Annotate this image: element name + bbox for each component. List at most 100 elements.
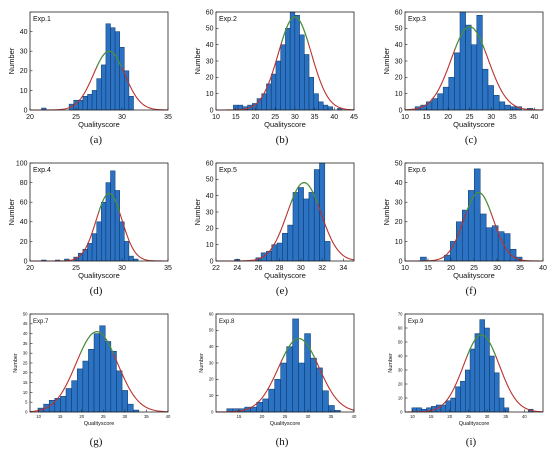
x-axis-label: Qualityscore: [84, 421, 115, 427]
x-tick-label: 30: [306, 414, 311, 419]
chart-panel-5: 22 24 26 28 30 32 34 0 10 20 30 40 50 60 Qualityscore N…: [193, 160, 355, 297]
y-tick-label: 10: [209, 393, 214, 398]
chart-panel-3: 10 15 20 25 30 35 400102030405060QualityscoreN…: [382, 9, 544, 146]
experiment-label: Exp.8: [219, 319, 235, 325]
y-axis-label: Number: [382, 198, 391, 225]
y-axis-label: Number: [7, 198, 16, 225]
x-tick-label: 40: [539, 265, 547, 272]
y-tick-label: 0: [399, 258, 403, 265]
y-tick-label: 50: [398, 339, 403, 344]
histogram-bar: [479, 319, 485, 413]
experiment-label: Exp.1: [33, 16, 51, 23]
x-axis-label: Qualityscore: [459, 421, 490, 427]
y-axis-label: Number: [388, 353, 394, 373]
histogram-bar: [322, 390, 329, 413]
experiment-label: Exp.6: [408, 167, 426, 174]
panel-label: (i): [466, 436, 477, 448]
histogram-bar: [308, 192, 315, 262]
x-tick-label: 20: [260, 414, 265, 419]
histogram-bar: [87, 94, 93, 111]
axes-box: [404, 313, 544, 413]
y-tick-label: 70: [398, 311, 403, 316]
y-tick-label: 50: [209, 328, 214, 333]
histogram-bar: [65, 388, 72, 413]
histogram-bar: [470, 44, 478, 111]
histogram-bar: [128, 96, 134, 111]
y-tick-label: 50: [395, 26, 403, 33]
histogram-bar: [110, 27, 116, 111]
histogram-bar: [298, 187, 304, 262]
y-tick-label: 30: [209, 360, 214, 365]
histogram-bar: [487, 85, 494, 111]
x-tick-label: 35: [144, 414, 149, 419]
histogram-bar: [266, 250, 272, 262]
histogram-bar: [119, 221, 125, 262]
histogram-bar: [299, 34, 305, 111]
histogram-bar: [128, 255, 134, 262]
y-tick-label: 0: [400, 409, 403, 414]
histogram-bar: [482, 68, 489, 111]
y-tick-label: 0: [211, 409, 214, 414]
histogram-bar: [93, 333, 100, 413]
chart-panel-7: 10 15 20 25 30 35 40 0 5 10 15 20 25 30 35 40 45 50 Qualit…: [13, 311, 171, 448]
y-tick-label: 10: [395, 239, 403, 246]
chart-panel-8: 15 20 25 30 35 40 0 10 20 30 40 50 60 Qualityscore Num…: [199, 311, 357, 448]
panel-label: (h): [276, 436, 289, 448]
histogram-bar: [88, 349, 95, 413]
panel-label: (d): [90, 285, 103, 297]
x-tick-label: 45: [350, 114, 358, 121]
y-tick-label: 40: [395, 42, 403, 49]
histogram-bar: [91, 233, 97, 262]
x-tick-label: 20: [444, 114, 452, 121]
x-tick-label: 30: [118, 265, 126, 272]
y-tick-label: 20: [23, 370, 28, 375]
x-tick-label: 25: [271, 114, 279, 121]
x-tick-label: 25: [72, 265, 80, 272]
y-tick-label: 20: [20, 239, 28, 246]
y-tick-label: 20: [395, 219, 403, 226]
histogram-bar: [99, 325, 106, 413]
histogram-bar: [127, 403, 134, 413]
x-tick-label: 10: [410, 414, 415, 419]
histogram-bar: [328, 405, 335, 413]
histogram-bar: [78, 99, 84, 111]
x-axis-label: Qualityscore: [453, 120, 495, 129]
y-tick-label: 30: [395, 200, 403, 207]
y-tick-label: 10: [398, 395, 403, 400]
x-tick-label: 25: [466, 114, 474, 121]
y-tick-label: 0: [24, 258, 28, 265]
x-tick-label: 25: [101, 414, 106, 419]
histogram-bar: [285, 28, 291, 111]
x-tick-label: 30: [291, 114, 299, 121]
histogram-bar: [474, 333, 481, 413]
histogram-bar: [96, 221, 102, 262]
histogram-bar: [313, 169, 320, 262]
x-axis-label: Qualityscore: [78, 271, 120, 280]
y-axis-label: Number: [7, 47, 16, 74]
histogram-bar: [87, 243, 93, 262]
y-tick-label: 60: [398, 325, 403, 330]
histogram-bar: [304, 54, 310, 111]
panel-label: (e): [276, 285, 289, 297]
histogram-bar: [469, 348, 476, 413]
x-axis-label: Qualityscore: [78, 120, 120, 129]
normal-fit-curve-peak: [466, 334, 497, 357]
histogram-bar: [82, 360, 89, 413]
histogram-bar: [96, 78, 102, 111]
histogram-bar: [124, 70, 130, 111]
x-tick-label: 22: [212, 265, 220, 272]
y-tick-label: 20: [206, 75, 214, 82]
x-tick-label: 35: [164, 265, 172, 272]
normal-fit-curve-peak: [281, 16, 309, 43]
x-tick-label: 40: [330, 114, 338, 121]
y-tick-label: 10: [20, 88, 28, 95]
histogram-bar: [274, 379, 281, 413]
normal-fit-curve-peak: [290, 182, 319, 205]
x-tick-label: 40: [530, 114, 538, 121]
histogram-bar: [310, 357, 317, 413]
histogram-bar: [455, 386, 461, 413]
histogram-bar: [60, 396, 67, 413]
x-tick-label: 10: [212, 114, 220, 121]
y-tick-label: 10: [206, 91, 214, 98]
histogram-bar: [437, 93, 444, 111]
